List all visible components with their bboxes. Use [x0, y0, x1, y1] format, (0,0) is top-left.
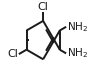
Text: Cl: Cl	[37, 2, 48, 12]
Text: NH$_2$: NH$_2$	[67, 47, 88, 60]
Text: NH$_2$: NH$_2$	[67, 20, 88, 34]
Text: Cl: Cl	[8, 49, 19, 59]
